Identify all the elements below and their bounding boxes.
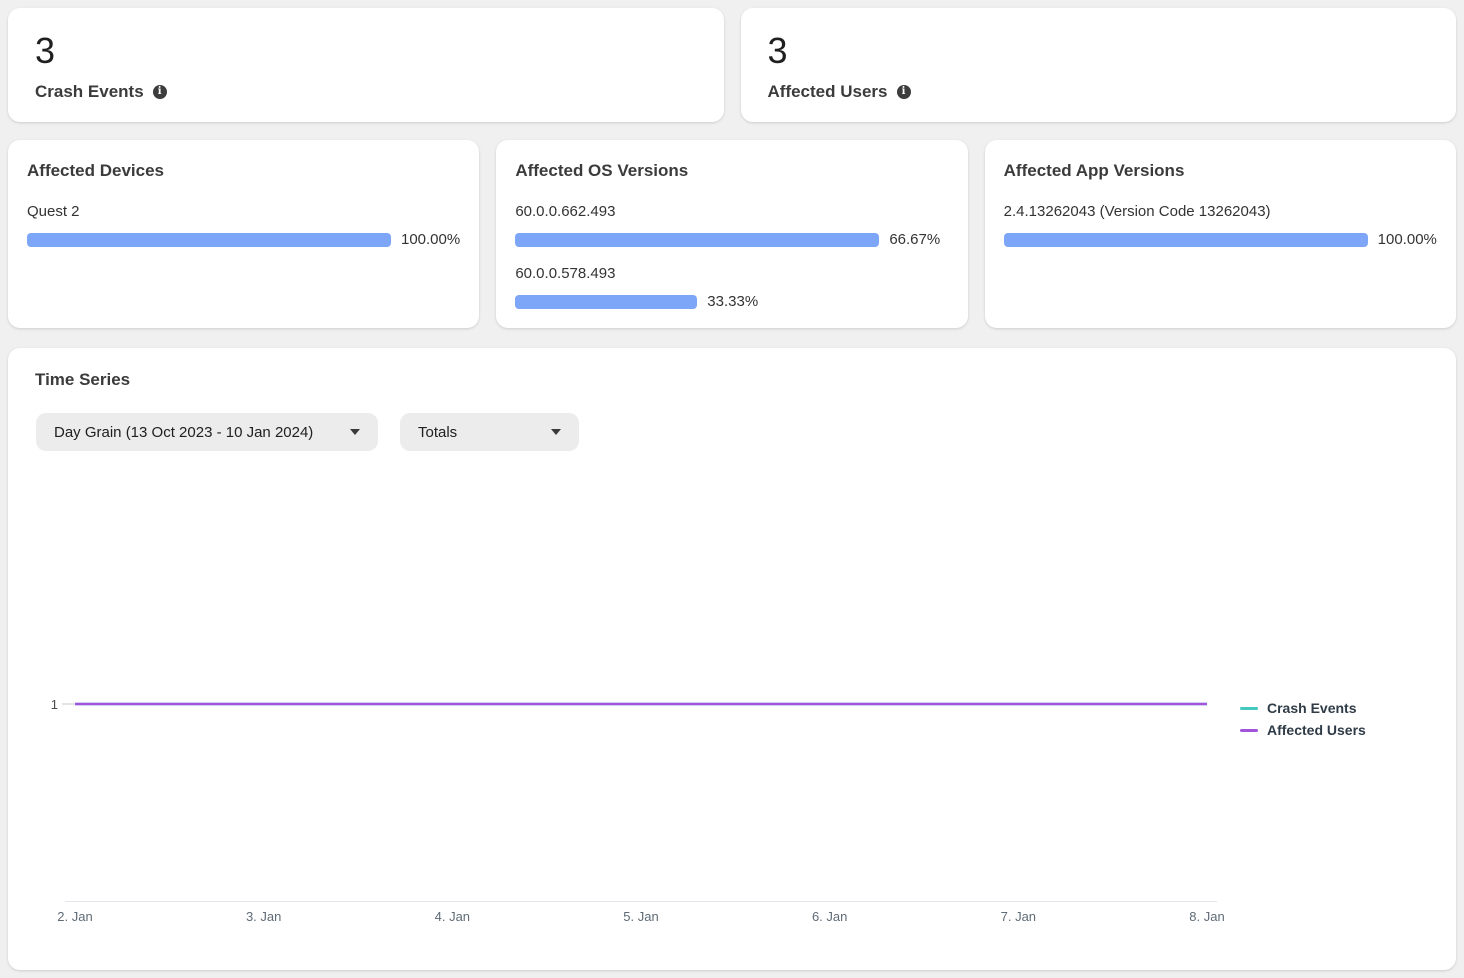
totals-dropdown[interactable]: Totals (400, 413, 579, 451)
bar-label: Quest 2 (27, 203, 80, 220)
info-icon[interactable]: i (152, 84, 167, 99)
bar-label: 2.4.13262043 (Version Code 13262043) (1003, 203, 1271, 220)
bar-percentage: 100.00% (1377, 231, 1437, 248)
info-icon[interactable]: i (896, 84, 911, 99)
bar-percentage: 33.33% (707, 293, 759, 310)
affected-users-label: Affected Users (767, 81, 888, 101)
x-axis-tick-label: 8. Jan (1189, 909, 1225, 924)
chart-legend: Crash Events Affected Users (1240, 697, 1366, 741)
x-axis-tick-label: 5. Jan (623, 909, 659, 924)
time-series-controls: Day Grain (13 Oct 2023 - 10 Jan 2024) To… (36, 413, 1456, 451)
x-axis-tick-label: 3. Jan (245, 909, 282, 924)
x-axis-line (65, 901, 1217, 902)
affected-users-card: 3 Affected Users i (740, 8, 1456, 122)
x-axis-tick-label: 7. Jan (1000, 909, 1037, 924)
bar-fill (1003, 232, 1368, 247)
bar-label: 60.0.0.578.493 (515, 265, 616, 282)
legend-label: Affected Users (1267, 722, 1366, 738)
crash-events-label: Crash Events (35, 81, 144, 101)
bar-fill (515, 294, 698, 309)
affected-users-line-swatch (1240, 728, 1258, 732)
crash-events-card: 3 Crash Events i (8, 8, 724, 122)
bar-label: 60.0.0.662.493 (515, 203, 616, 220)
bar-fill (27, 232, 391, 247)
crash-events-line-swatch (1240, 706, 1258, 710)
chevron-down-icon (350, 429, 360, 435)
y-axis-tick-mark (62, 703, 75, 705)
crash-events-value: 3 (35, 30, 56, 71)
time-series-title: Time Series (35, 370, 131, 389)
legend-item-affected-users[interactable]: Affected Users (1240, 719, 1366, 741)
x-axis-tick-label: 6. Jan (811, 909, 848, 924)
affected-devices-title: Affected Devices (27, 161, 165, 180)
breakdowns-row: Affected Devices Quest 2 100.00% Affecte… (8, 140, 1456, 328)
affected-app-versions-title: Affected App Versions (1003, 161, 1185, 180)
bar-row: 60.0.0.662.493 66.67% (515, 203, 948, 248)
bar-percentage: 100.00% (400, 231, 461, 248)
x-axis-tick-label: 2. Jan (57, 909, 93, 924)
x-axis-tick-label: 4. Jan (434, 909, 471, 924)
bar-fill (515, 232, 880, 247)
time-series-card: Time Series Day Grain (13 Oct 2023 - 10 … (8, 348, 1456, 970)
day-grain-dropdown[interactable]: Day Grain (13 Oct 2023 - 10 Jan 2024) (36, 413, 378, 451)
y-axis-tick-label: 1 (50, 697, 58, 712)
legend-label: Crash Events (1267, 700, 1357, 716)
time-series-chart (75, 702, 1207, 706)
bar-percentage: 66.67% (889, 231, 941, 248)
affected-users-label-row: Affected Users i (768, 82, 1430, 102)
totals-dropdown-label: Totals (418, 423, 458, 441)
chevron-down-icon (551, 429, 561, 435)
bar-row: 60.0.0.578.493 33.33% (515, 265, 948, 310)
legend-item-crash-events[interactable]: Crash Events (1240, 697, 1366, 719)
affected-users-value: 3 (767, 30, 788, 71)
affected-app-versions-card: Affected App Versions 2.4.13262043 (Vers… (984, 140, 1456, 328)
bar-row: 2.4.13262043 (Version Code 13262043) 100… (1003, 203, 1437, 248)
affected-devices-card: Affected Devices Quest 2 100.00% (8, 140, 480, 328)
crash-events-label-row: Crash Events i (35, 82, 697, 102)
affected-os-versions-card: Affected OS Versions 60.0.0.662.493 66.6… (496, 140, 968, 328)
stats-row: 3 Crash Events i 3 Affected Users i (8, 8, 1456, 122)
bar-row: Quest 2 100.00% (27, 203, 460, 248)
affected-os-versions-title: Affected OS Versions (515, 161, 689, 180)
day-grain-dropdown-label: Day Grain (13 Oct 2023 - 10 Jan 2024) (54, 423, 314, 441)
